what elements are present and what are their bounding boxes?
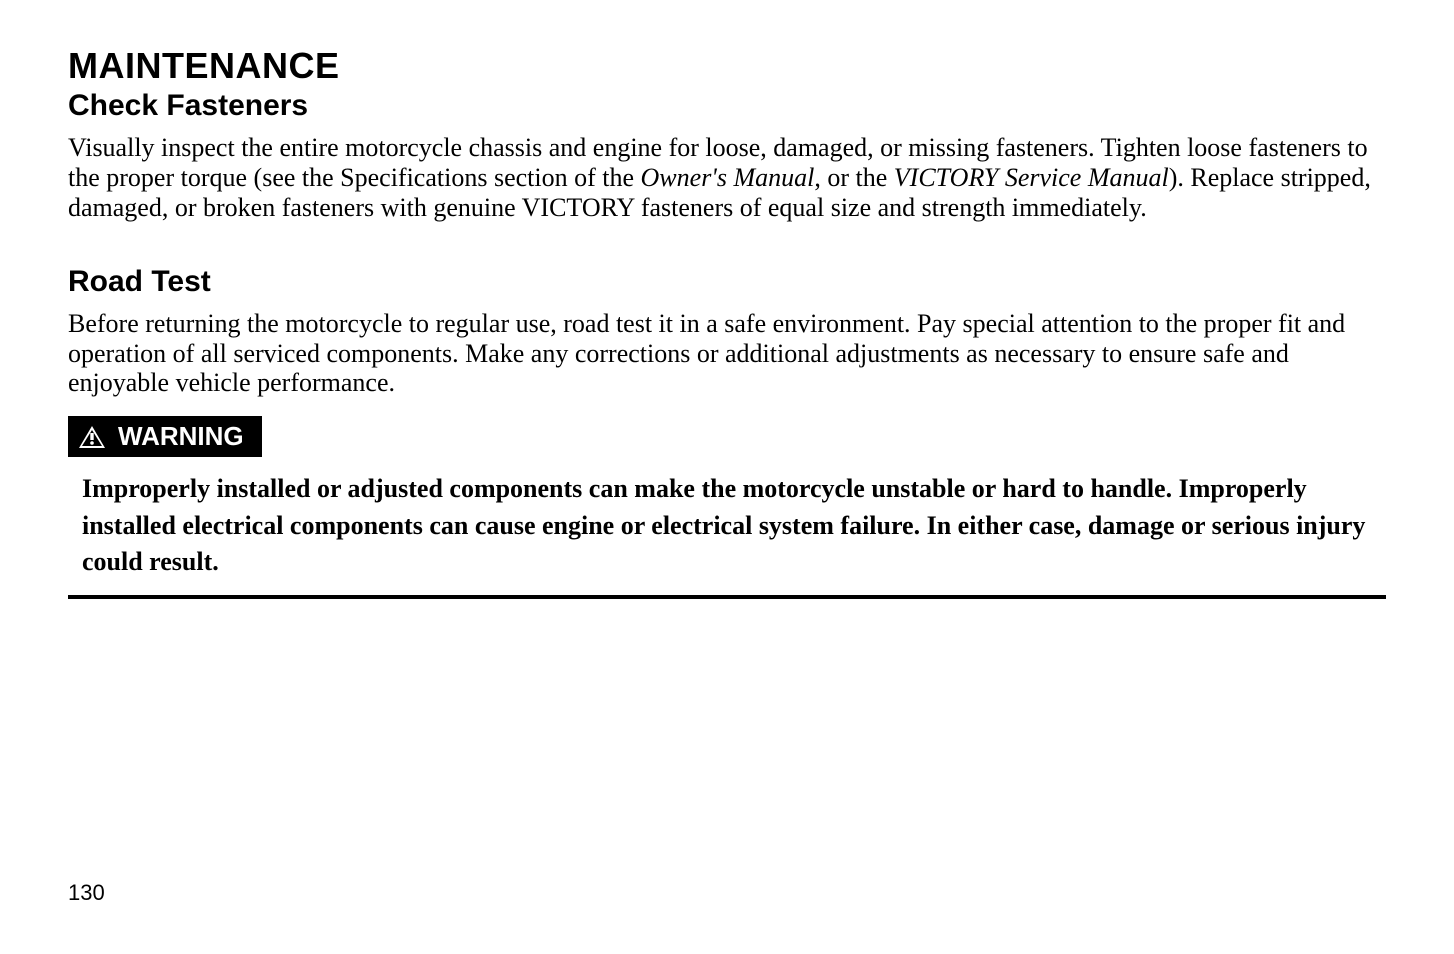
- warning-body-text: Improperly installed or adjusted compone…: [68, 471, 1386, 594]
- italic-owners-manual: Owner's Manual: [641, 163, 815, 192]
- warning-label-text: WARNING: [118, 421, 244, 452]
- page-number: 130: [68, 880, 105, 906]
- section-heading-road-test: Road Test: [68, 265, 1386, 299]
- warning-triangle-icon: [78, 425, 106, 449]
- warning-label: WARNING: [68, 416, 262, 457]
- italic-service-manual: VICTORY Service Manual: [894, 163, 1169, 192]
- check-fasteners-paragraph: Visually inspect the entire motorcycle c…: [68, 133, 1386, 223]
- road-test-paragraph: Before returning the motorcycle to regul…: [68, 309, 1386, 399]
- page-main-heading: MAINTENANCE: [68, 45, 1386, 87]
- warning-box: WARNING Improperly installed or adjusted…: [68, 416, 1386, 598]
- section-heading-check-fasteners: Check Fasteners: [68, 89, 1386, 123]
- text-segment: , or the: [814, 163, 893, 192]
